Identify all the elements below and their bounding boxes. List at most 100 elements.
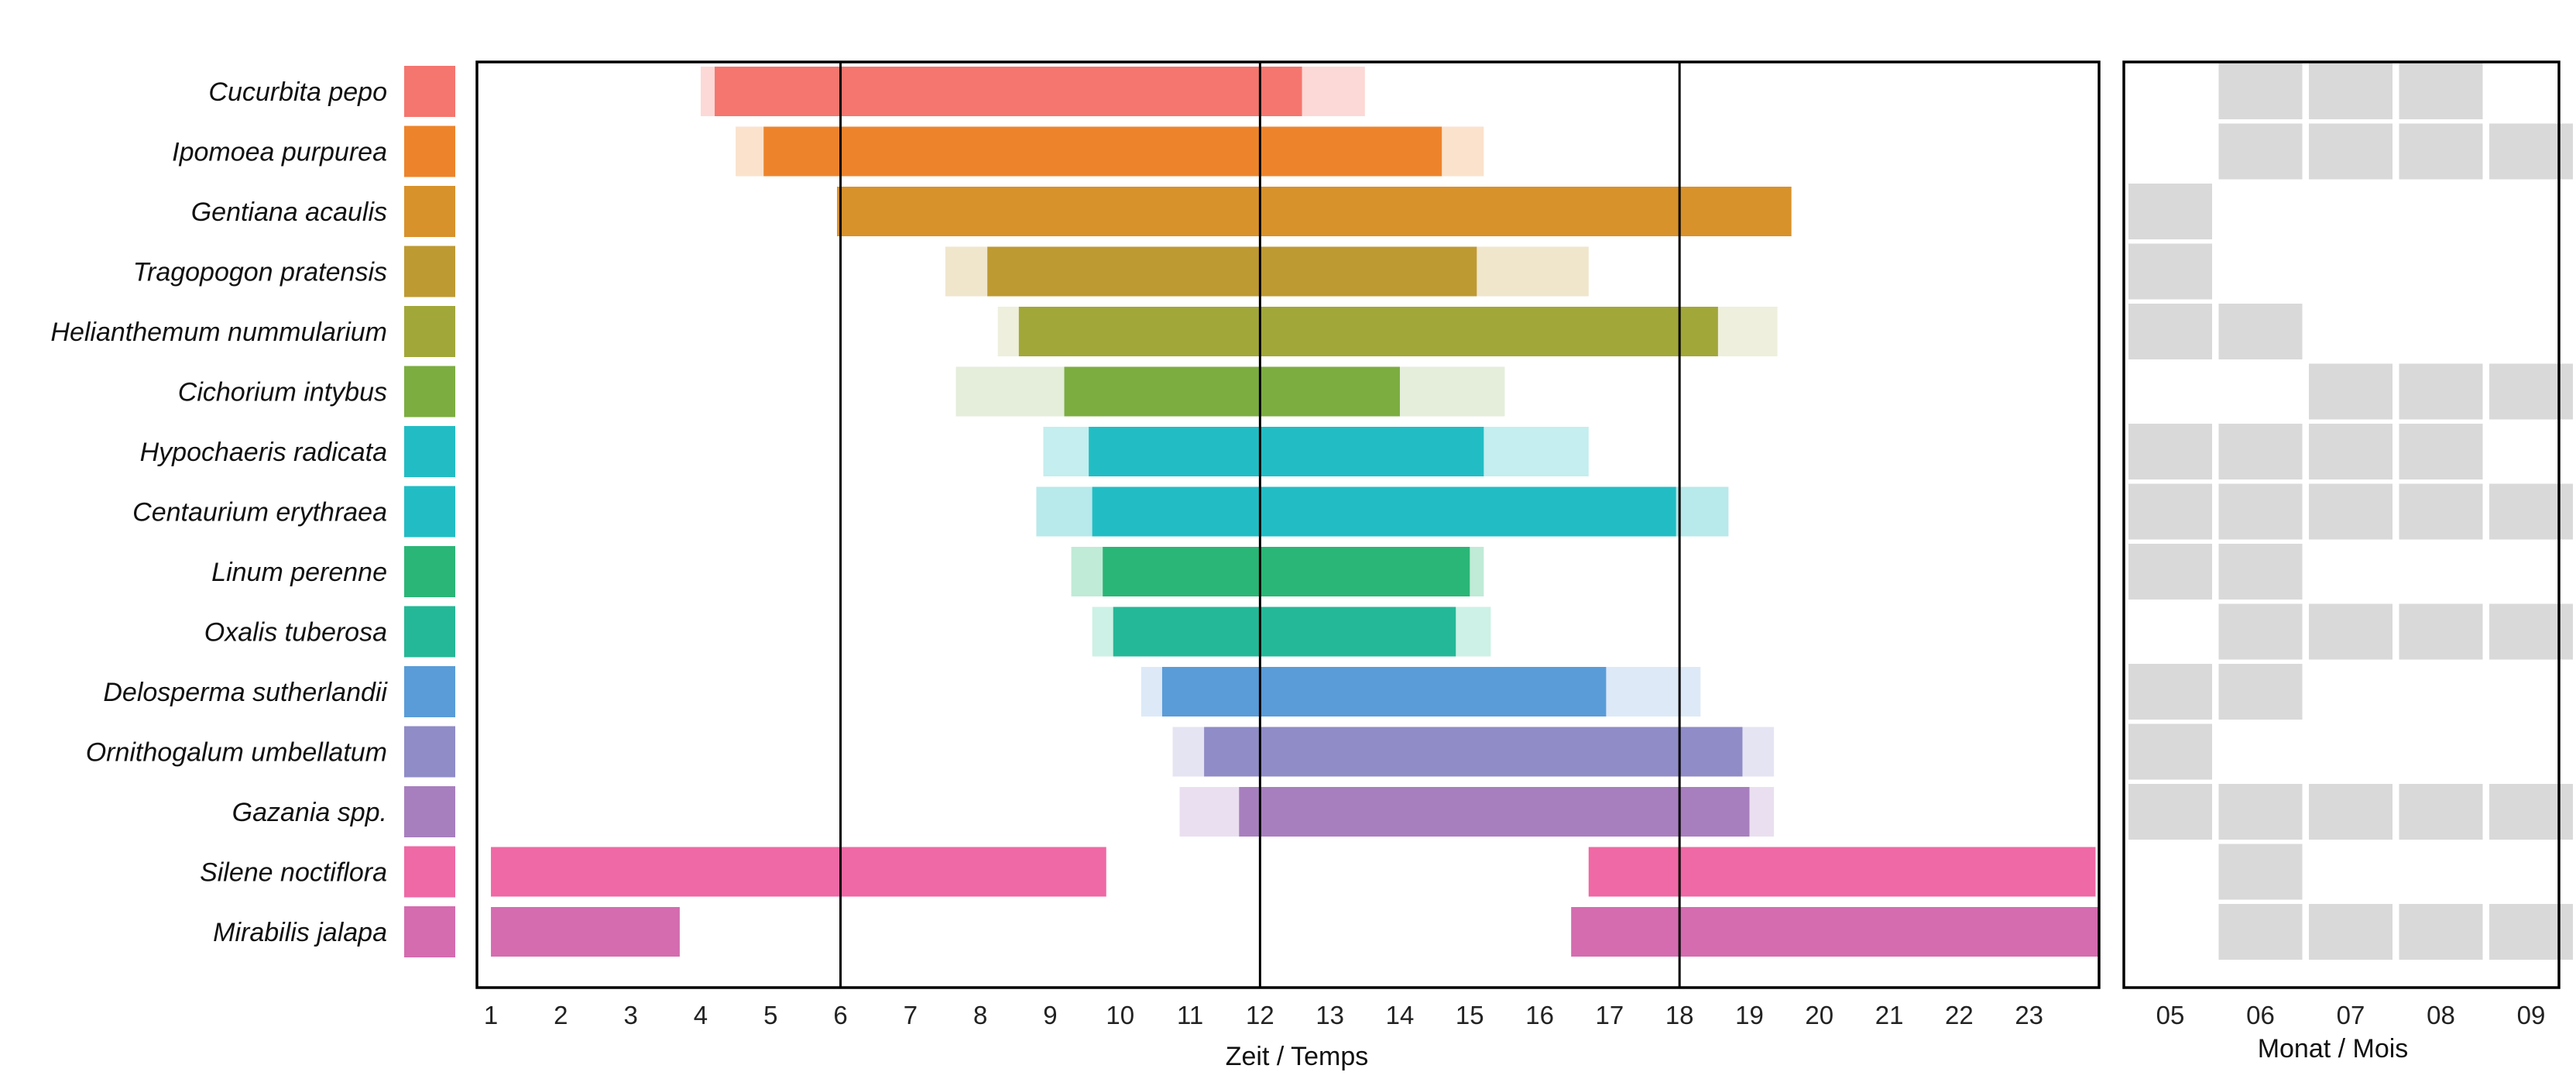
month-cell [2489,483,2573,540]
species-label: Linum perenne [211,558,387,587]
x-tick-label: 9 [1043,1001,1057,1029]
species-label: Mirabilis jalapa [213,918,387,947]
x-tick-label: 15 [1456,1001,1484,1029]
month-cell [2218,603,2303,660]
species-label: Cichorium intybus [178,378,387,407]
x-tick-label: 13 [1315,1001,1344,1029]
month-cell [2128,723,2212,780]
species-label: Silene noctiflora [200,858,387,888]
bar-core-range [1239,787,1750,837]
month-cell [2128,184,2212,239]
month-cell [2218,304,2303,359]
species-swatch [404,125,455,177]
month-tick-labels: 05 06 07 08 09 [2156,1001,2546,1029]
month-cell [2489,363,2573,420]
month-cell [2489,904,2573,960]
main-plot-frame [475,60,2101,989]
species-swatch [404,66,455,117]
bar-core-range [715,67,1302,116]
month-cell [2128,664,2212,720]
species-swatch [404,306,455,357]
species-swatch [404,546,455,597]
month-cell [2218,784,2303,840]
species-label: Centaurium erythraea [132,498,387,527]
x-tick-label: 10 [1106,1001,1134,1029]
month-tick-label: 05 [2156,1001,2185,1029]
species-swatches [404,66,455,957]
month-cell [2218,904,2303,960]
x-tick-label: 5 [763,1001,777,1029]
month-cell [2218,64,2303,119]
species-label: Delosperma sutherlandii [103,678,388,707]
species-swatch [404,426,455,477]
month-cell [2309,424,2392,479]
x-tick-label: 18 [1665,1001,1694,1029]
x-tick-label: 2 [554,1001,568,1029]
month-cell [2218,483,2303,540]
x-tick-label: 6 [833,1001,847,1029]
month-cell [2489,123,2573,180]
species-label: Tragopogon pratensis [133,258,387,287]
month-tick-label: 09 [2517,1001,2546,1029]
month-cell [2399,424,2483,479]
x-tick-label: 16 [1525,1001,1554,1029]
bar-core-range [1064,366,1400,417]
x-tick-label: 17 [1596,1001,1624,1029]
species-label: Hypochaeris radicata [140,438,387,467]
month-cell [2218,664,2303,720]
bar-core-range [763,126,1442,177]
x-tick-label: 3 [623,1001,637,1029]
x-tick-label: 23 [2015,1001,2043,1029]
species-swatch [404,726,455,778]
bar-core-range [1161,667,1607,716]
bar-core-range [1588,847,2096,897]
x-tick-label: 8 [973,1001,987,1029]
month-cell [2489,784,2573,840]
species-swatch [404,186,455,237]
month-cell [2309,603,2392,660]
month-cell [2309,784,2392,840]
species-label: Helianthemum nummularium [50,318,387,347]
month-cell [2309,904,2392,960]
bar-core-range [1113,607,1456,657]
month-cell [2399,904,2483,960]
x-tick-label: 7 [904,1001,918,1029]
month-cell [2399,603,2483,660]
month-cells [2128,64,2573,960]
species-swatch [404,846,455,898]
bar-core-range [1204,727,1743,777]
species-swatch [404,786,455,837]
x-tick-label: 11 [1177,1001,1203,1029]
species-swatch [404,486,455,538]
month-cell [2399,123,2483,180]
species-swatch [404,606,455,658]
x-axis-title: Zeit / Temps [1226,1042,1369,1071]
month-cell [2218,844,2303,900]
x-tick-labels: 1 2 3 4 5 6 7 8 9 10 11 12 13 14 15 16 17 18 19 20 21 22 23 [484,1001,2043,1029]
month-tick-label: 07 [2337,1001,2365,1029]
species-label: Oxalis tuberosa [204,618,387,648]
species-swatch [404,666,455,717]
month-cell [2399,483,2483,540]
species-swatch [404,246,455,297]
month-cell [2399,363,2483,420]
x-tick-label: 14 [1386,1001,1415,1029]
month-cell [2309,483,2392,540]
month-cell [2399,64,2483,119]
x-tick-label: 21 [1875,1001,1904,1029]
month-cell [2489,603,2573,660]
x-tick-label: 22 [1945,1001,1974,1029]
species-label: Cucurbita pepo [208,77,387,107]
month-cell [2309,363,2392,420]
bar-core-range [1018,307,1718,356]
species-swatch [404,906,455,957]
month-cell [2128,544,2212,600]
month-cell [2128,483,2212,540]
x-tick-label: 4 [694,1001,708,1029]
month-tick-label: 08 [2427,1001,2455,1029]
x-tick-label: 19 [1735,1001,1764,1029]
month-tick-label: 06 [2246,1001,2275,1029]
month-cell [2218,544,2303,600]
bar-core-range [987,246,1477,297]
